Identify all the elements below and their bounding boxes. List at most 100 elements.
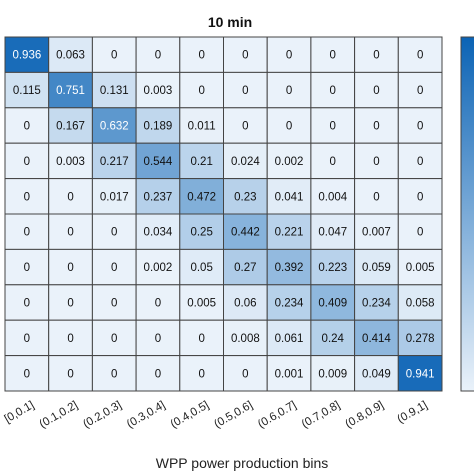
heatmap-cell <box>223 178 268 215</box>
cell-value-label: 0 <box>417 156 423 168</box>
heatmap-cell <box>223 142 268 180</box>
cell-value-label: 0.941 <box>406 368 435 380</box>
heatmap-cell <box>48 355 93 392</box>
cell-value-label: 0 <box>198 85 204 97</box>
heatmap-cell <box>91 213 137 250</box>
heatmap-cell <box>310 319 356 357</box>
cell-value-label: 0 <box>198 50 204 62</box>
heatmap-cell <box>223 355 268 392</box>
chart-title: 10 min <box>208 14 252 30</box>
heatmap-cell <box>397 355 443 392</box>
cell-value-label: 0 <box>24 262 30 274</box>
x-tick-label: (0.7,0.8] <box>300 399 343 430</box>
cell-value-label: 0 <box>373 121 379 133</box>
heatmap-cell <box>397 107 443 144</box>
cell-value-label: 0 <box>155 50 161 62</box>
x-tick-label: (0.9,1] <box>395 399 429 426</box>
cell-value-label: 0 <box>373 85 379 97</box>
cell-value-label: 0 <box>24 333 30 345</box>
heatmap-cell <box>310 284 356 321</box>
cell-value-label: 0 <box>417 227 423 239</box>
heatmap-cell <box>397 319 443 357</box>
cell-value-label: 0 <box>67 191 73 203</box>
heatmap-cell <box>354 71 399 109</box>
cell-value-label: 0 <box>417 85 423 97</box>
heatmap-cell <box>4 213 50 250</box>
cell-value-label: 0 <box>373 191 379 203</box>
cell-value-label: 0 <box>330 50 336 62</box>
cell-value-label: 0 <box>24 368 30 380</box>
cell-value-label: 0 <box>373 156 379 168</box>
x-tick-label: (0.6,0.7] <box>256 399 299 430</box>
heatmap-cell <box>310 71 356 109</box>
cell-value-label: 0.217 <box>100 156 129 168</box>
cell-value-label: 0.003 <box>144 85 173 97</box>
cell-value-label: 0 <box>242 50 248 62</box>
heatmap-cell <box>4 248 50 286</box>
heatmap-cell <box>310 355 356 392</box>
cell-value-label: 0 <box>67 298 73 310</box>
cell-value-label: 0 <box>242 85 248 97</box>
cell-value-label: 0.936 <box>12 50 41 62</box>
cell-value-label: 0.131 <box>100 85 129 97</box>
cell-value-label: 0 <box>198 368 204 380</box>
cell-value-label: 0.05 <box>190 262 212 274</box>
heatmap-cell <box>91 107 137 144</box>
cell-value-label: 0.002 <box>144 262 173 274</box>
cell-value-label: 0.24 <box>322 333 345 345</box>
heatmap-cell <box>266 319 312 357</box>
heatmap-cell <box>354 178 399 215</box>
heatmap-cell <box>179 178 225 215</box>
cell-value-label: 0 <box>67 368 73 380</box>
heatmap-cell <box>266 107 312 144</box>
cell-value-label: 0 <box>242 121 248 133</box>
heatmap-cell <box>223 36 268 73</box>
heatmap-cell <box>135 213 181 250</box>
heatmap-cell <box>266 142 312 180</box>
cell-value-label: 0.008 <box>231 333 260 345</box>
cell-value-label: 0.059 <box>362 262 391 274</box>
heatmap-cell <box>4 107 50 144</box>
cell-value-label: 0 <box>111 333 117 345</box>
cell-value-label: 0.278 <box>406 333 435 345</box>
colorbar <box>460 36 474 392</box>
heatmap-cell <box>91 319 137 357</box>
heatmap-cell <box>48 36 93 73</box>
cell-value-label: 0 <box>111 298 117 310</box>
x-tick-label: (0.5,0.6] <box>212 399 255 430</box>
heatmap-cell <box>135 284 181 321</box>
cell-value-label: 0.442 <box>231 227 260 239</box>
cell-value-label: 0 <box>198 333 204 345</box>
heatmap-cell <box>179 355 225 392</box>
cell-value-label: 0.058 <box>406 298 435 310</box>
heatmap-cell <box>354 319 399 357</box>
heatmap-cell <box>397 248 443 286</box>
cell-value-label: 0.632 <box>100 121 129 133</box>
cell-value-label: 0 <box>286 85 292 97</box>
heatmap-cell <box>4 36 50 73</box>
cell-value-label: 0.544 <box>144 156 173 168</box>
cell-value-label: 0 <box>111 262 117 274</box>
cell-value-label: 0 <box>286 121 292 133</box>
x-tick-labels: [0,0.1] (0.1,0.2] (0.2,0.3] (0.3,0.4] (0.4,0… <box>3 399 430 430</box>
heatmap-cell <box>266 178 312 215</box>
cell-value-label: 0.392 <box>275 262 304 274</box>
cell-value-label: 0 <box>330 156 336 168</box>
cell-value-label: 0 <box>24 156 30 168</box>
cell-value-label: 0 <box>417 191 423 203</box>
cell-value-label: 0.06 <box>234 298 256 310</box>
heatmap-cell <box>48 284 93 321</box>
cell-value-label: 0.005 <box>406 262 435 274</box>
cell-value-label: 0 <box>24 227 30 239</box>
x-tick-label: (0.2,0.3] <box>81 399 124 430</box>
heatmap-cell <box>179 319 225 357</box>
cell-value-label: 0 <box>111 368 117 380</box>
cell-value-label: 0.002 <box>275 156 304 168</box>
heatmap-cell <box>354 107 399 144</box>
cell-value-label: 0.221 <box>275 227 304 239</box>
cell-value-label: 0.004 <box>318 191 347 203</box>
cell-value-label: 0 <box>286 50 292 62</box>
cell-value-label: 0 <box>67 262 73 274</box>
x-tick-label: [0,0.1] <box>3 399 37 425</box>
